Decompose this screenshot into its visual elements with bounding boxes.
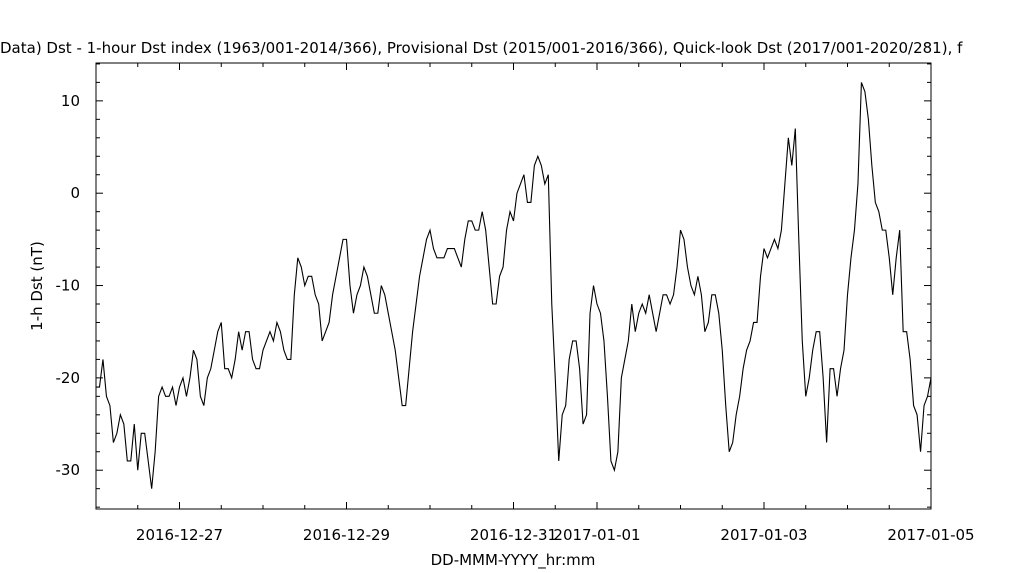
x-tick-label: 2016-12-27 [136, 526, 223, 544]
x-tick-label: 2017-01-03 [720, 526, 807, 544]
x-tick-label: 2016-12-31 [470, 526, 557, 544]
y-axis: 10 0 -10 -20 -30 [56, 63, 931, 508]
chart-title: Data) Dst - 1-hour Dst index (1963/001-2… [0, 39, 963, 57]
y-tick-label: -10 [56, 277, 81, 295]
plot-frame [95, 62, 932, 510]
x-tick-label: 2017-01-01 [553, 526, 640, 544]
y-tick-label: -30 [56, 461, 81, 479]
x-axis-label: DD-MMM-YYYY_hr:mm [431, 551, 596, 570]
y-axis-label: 1-h Dst (nT) [28, 241, 46, 331]
y-tick-label: 0 [70, 184, 80, 202]
x-tick-label: 2016-12-29 [303, 526, 390, 544]
x-axis: 2016-12-27 2016-12-29 2016-12-312017-01-01… [95, 63, 975, 544]
y-tick-label: -20 [56, 369, 81, 387]
y-tick-label: 10 [61, 92, 80, 110]
series-layer [96, 82, 932, 489]
x-tick-label: 2017-01-05 [887, 526, 974, 544]
series-line-0 [96, 82, 932, 489]
